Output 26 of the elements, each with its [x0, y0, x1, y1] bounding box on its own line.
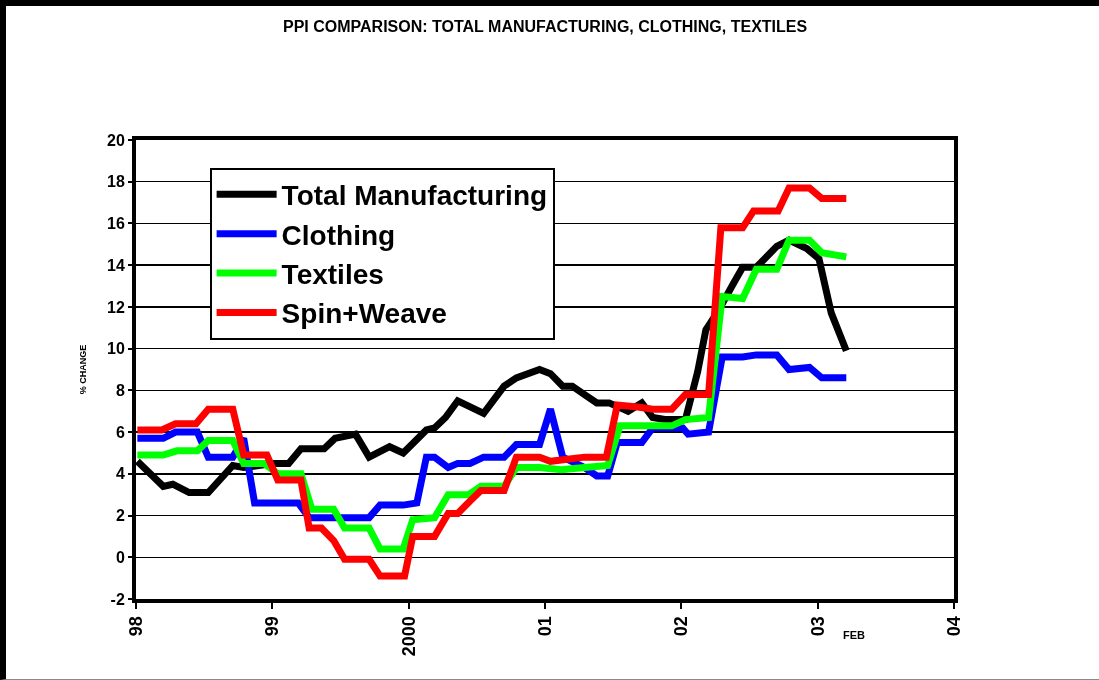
- legend-label: Spin+Weave: [281, 298, 447, 330]
- y-tick-label: 0: [115, 548, 125, 566]
- y-tick-label: 14: [107, 256, 125, 274]
- x-tick-label: 2000: [398, 616, 419, 657]
- x-tick-label: 04: [943, 616, 964, 637]
- x-tick-label: 02: [671, 616, 692, 637]
- x-tick-label: 01: [534, 616, 555, 637]
- x-tick-label: 98: [125, 616, 146, 637]
- text: FEB: [843, 629, 866, 641]
- y-tick-label: 10: [107, 340, 125, 358]
- legend-label: Textiles: [281, 258, 384, 290]
- y-axis-title: % CHANGE: [77, 344, 88, 395]
- y-tick-label: 2: [115, 507, 125, 525]
- chart-title: PPI COMPARISON: TOTAL MANUFACTURING, CLOTHING, TEXTILES: [283, 18, 808, 35]
- y-tick-label: 12: [107, 298, 125, 316]
- x-tick-label: 99: [262, 616, 283, 637]
- y-tick-label: -2: [110, 590, 125, 608]
- y-tick-label: 8: [115, 381, 125, 399]
- x-tick-label: 03: [807, 616, 828, 637]
- y-tick-label: 20: [107, 131, 125, 149]
- y-tick-label: 4: [115, 465, 125, 483]
- y-tick-label: 6: [115, 423, 125, 441]
- y-tick-label: 16: [107, 215, 125, 233]
- legend-label: Total Manufacturing: [281, 180, 548, 212]
- legend-label: Clothing: [281, 219, 396, 251]
- y-tick-label: 18: [107, 173, 125, 191]
